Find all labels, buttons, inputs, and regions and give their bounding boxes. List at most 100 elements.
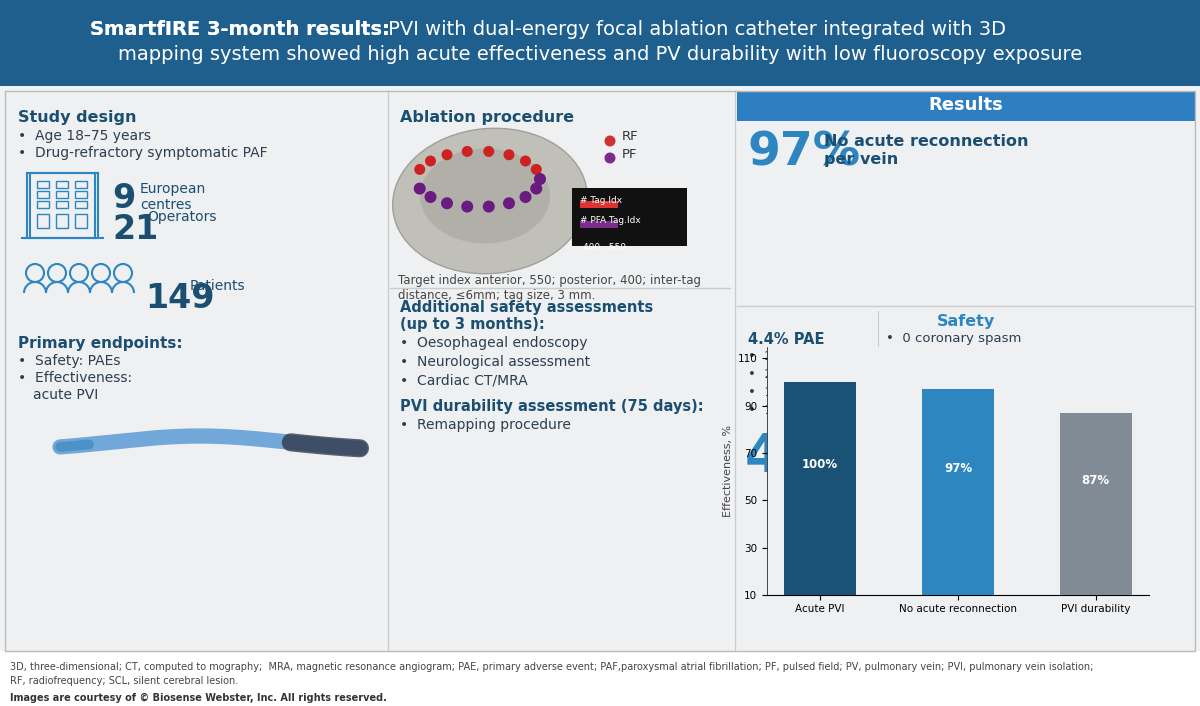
Circle shape (461, 201, 473, 213)
Text: European: European (140, 182, 206, 196)
Circle shape (605, 152, 616, 164)
Circle shape (534, 174, 546, 184)
Text: thermal injury: thermal injury (900, 385, 994, 398)
Text: 100%: 100% (802, 458, 839, 472)
Text: 4.4% PAE: 4.4% PAE (748, 332, 824, 347)
Text: •  Oesophageal endoscopy: • Oesophageal endoscopy (400, 336, 588, 350)
Circle shape (425, 191, 437, 203)
Circle shape (530, 183, 542, 195)
Bar (74, 181, 88, 188)
Bar (37, 181, 49, 188)
Text: Study design: Study design (18, 110, 137, 125)
Text: Patients: Patients (190, 279, 246, 293)
Text: 9: 9 (112, 182, 136, 215)
Text: SmartfIRE 3-month results:: SmartfIRE 3-month results: (90, 20, 390, 39)
Text: Operators: Operators (148, 210, 216, 224)
Text: PVI with dual-energy focal ablation catheter integrated with 3D: PVI with dual-energy focal ablation cath… (382, 20, 1006, 39)
Circle shape (520, 155, 530, 167)
Text: •  1 pericarditis: • 1 pericarditis (748, 404, 852, 417)
Circle shape (503, 197, 515, 209)
Ellipse shape (420, 148, 550, 244)
Bar (56, 201, 68, 208)
Text: •  0 coronary spasm: • 0 coronary spasm (886, 332, 1021, 345)
Text: Primary endpoints:: Primary endpoints: (18, 336, 182, 351)
Circle shape (425, 155, 436, 167)
Text: 4.2: 4.2 (745, 431, 839, 483)
Text: Results: Results (929, 96, 1003, 114)
Text: # Tag.Idx: # Tag.Idx (580, 196, 622, 205)
Circle shape (414, 183, 426, 195)
Text: •  Remapping procedure: • Remapping procedure (400, 418, 571, 432)
Text: Target index anterior, 550; posterior, 400; inter-tag
distance, ≤6mm; tag size, : Target index anterior, 550; posterior, 4… (398, 274, 701, 302)
Text: •  Cardiac CT/MRA: • Cardiac CT/MRA (400, 374, 528, 388)
Circle shape (484, 146, 494, 157)
Text: min: min (808, 435, 858, 459)
Text: Images are courtesy of © Biosense Webster, Inc. All rights reserved.: Images are courtesy of © Biosense Webste… (10, 693, 386, 703)
Circle shape (442, 149, 452, 160)
Text: 97%: 97% (944, 462, 972, 475)
Text: 97%: 97% (748, 131, 862, 176)
Bar (56, 214, 68, 228)
Text: PF: PF (622, 148, 637, 160)
Circle shape (530, 183, 541, 194)
Circle shape (605, 136, 616, 147)
Text: Median: Median (848, 434, 914, 449)
Bar (390, 91, 730, 651)
Text: •  0 oesophageal: • 0 oesophageal (886, 368, 1000, 381)
Text: Ablation procedure: Ablation procedure (400, 110, 574, 125)
Bar (5, 91, 1195, 651)
Text: •  1 stroke: • 1 stroke (748, 386, 818, 399)
Bar (56, 181, 68, 188)
Bar (37, 214, 49, 228)
Bar (74, 214, 88, 228)
Bar (74, 191, 88, 198)
Bar (737, 91, 1195, 651)
Bar (0, 651, 1200, 706)
Circle shape (520, 191, 532, 203)
Bar (0, 86, 1200, 656)
Bar (0, 0, 1200, 86)
Circle shape (530, 164, 541, 175)
Text: •  3.3% SCL: • 3.3% SCL (886, 402, 965, 415)
Text: RF, radiofrequency; SCL, silent cerebral lesion.: RF, radiofrequency; SCL, silent cerebral… (10, 676, 239, 686)
Bar (580, 221, 618, 228)
Text: •  2 cardiac tamponade: • 2 cardiac tamponade (748, 368, 906, 381)
Text: # PFA Tag.Idx: # PFA Tag.Idx (580, 216, 641, 225)
Bar (572, 188, 686, 246)
Text: PVI durability assessment (75 days):: PVI durability assessment (75 days): (400, 399, 703, 414)
Text: per vein: per vein (824, 152, 899, 167)
Text: Additional safety assessments: Additional safety assessments (400, 300, 653, 315)
Text: (up to 3 months):: (up to 3 months): (400, 317, 545, 332)
Bar (37, 201, 49, 208)
Text: •  0 phrenic injury: • 0 phrenic injury (886, 350, 1007, 363)
Text: •  Safety: PAEs: • Safety: PAEs (18, 354, 120, 368)
Circle shape (504, 149, 515, 160)
Text: Safety: Safety (937, 314, 995, 329)
Bar (74, 201, 88, 208)
Text: 149: 149 (145, 282, 215, 315)
Text: •  Age 18–75 years: • Age 18–75 years (18, 129, 151, 143)
Text: 400   550: 400 550 (583, 243, 626, 252)
Text: No acute reconnection: No acute reconnection (824, 134, 1028, 149)
Circle shape (414, 164, 425, 175)
Bar (5, 91, 383, 651)
Text: •  Effectiveness:: • Effectiveness: (18, 371, 132, 385)
Text: fluoroscopy time: fluoroscopy time (848, 452, 1000, 467)
Bar (737, 91, 1195, 121)
Bar (922, 389, 994, 618)
Circle shape (482, 201, 494, 213)
Text: acute PVI: acute PVI (34, 388, 98, 402)
Bar (785, 382, 856, 618)
Circle shape (520, 191, 530, 203)
Circle shape (462, 146, 473, 157)
Bar (56, 191, 68, 198)
Ellipse shape (392, 128, 587, 274)
Bar (1060, 413, 1132, 618)
Text: 21: 21 (112, 213, 158, 246)
Bar (30, 173, 95, 238)
Bar (580, 201, 618, 208)
Text: mapping system showed high acute effectiveness and PV durability with low fluoro: mapping system showed high acute effecti… (118, 45, 1082, 64)
Text: •  Neurological assessment: • Neurological assessment (400, 355, 590, 369)
Text: 3D, three-dimensional; CT, computed to mography;  MRA, magnetic resonance angiog: 3D, three-dimensional; CT, computed to m… (10, 662, 1093, 672)
Text: •  2 PV stenosis: • 2 PV stenosis (748, 350, 853, 363)
